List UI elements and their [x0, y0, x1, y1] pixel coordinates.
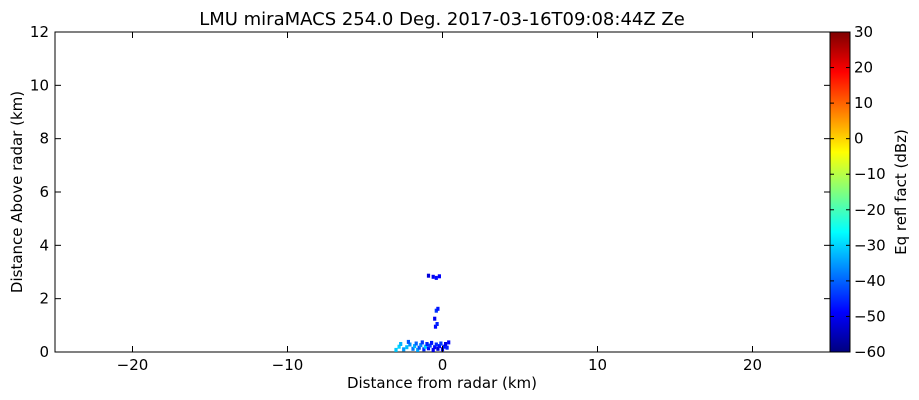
echo-cell	[413, 344, 417, 349]
echo-cell	[408, 342, 412, 347]
colorbar-tick-label: −40	[854, 272, 886, 290]
echo-cell	[442, 344, 446, 349]
echo-cell	[426, 273, 431, 278]
y-tick-label: 6	[39, 183, 49, 201]
colorbar-tick-label: 10	[854, 94, 873, 112]
echo-cell	[397, 344, 401, 349]
echo-cell	[426, 346, 431, 351]
y-tick-label: 2	[39, 290, 49, 308]
echo-cell	[399, 342, 403, 346]
echo-cell	[445, 345, 449, 350]
echo-cell	[414, 341, 418, 346]
echo-cell	[416, 347, 420, 352]
echo-cell	[434, 275, 438, 280]
x-tick-label: 0	[438, 356, 448, 374]
echo-cell	[419, 343, 423, 348]
echo-cell	[433, 316, 437, 321]
echo-layer	[394, 273, 451, 352]
colorbar-ticks: −60 −50 −40 −30 −20 −10 0 10 20 30	[830, 23, 886, 361]
echo-cell	[433, 345, 437, 350]
colorbar: −60 −50 −40 −30 −20 −10 0 10 20 30	[829, 23, 886, 361]
y-tick-label: 0	[39, 343, 49, 361]
colorbar-tick-label: 20	[854, 59, 873, 77]
x-tick-label: −10	[272, 356, 304, 374]
colorbar-tick-label: −20	[854, 201, 886, 219]
x-tick-label: 20	[743, 356, 762, 374]
echo-cell	[425, 342, 429, 346]
echo-cell	[431, 347, 435, 352]
echo-cell	[411, 346, 415, 351]
chart-title: LMU miraMACS 254.0 Deg. 2017-03-16T09:08…	[199, 9, 685, 30]
echo-cell	[436, 346, 440, 351]
x-tick-label: 10	[588, 356, 607, 374]
colorbar-tick-label: 0	[854, 130, 864, 148]
y-tick-label: 12	[30, 23, 49, 41]
y-tick-label: 8	[39, 130, 49, 148]
echo-cell	[436, 306, 440, 311]
echo-cell	[402, 347, 406, 352]
y-axis-label: Distance Above radar (km)	[8, 91, 26, 293]
echo-cell	[417, 345, 421, 350]
plot-area: −20 −10 0 10 20 0 2 4 6 8 10 12	[30, 23, 831, 374]
echo-cell	[422, 347, 426, 352]
y-axis-ticks: 0 2 4 6 8 10 12	[30, 23, 830, 361]
x-axis-label: Distance from radar (km)	[347, 374, 537, 392]
echo-cell	[428, 343, 432, 348]
colorbar-label: Eq refl fact (dBz)	[892, 129, 910, 255]
echo-cell	[435, 322, 439, 326]
echo-cell	[405, 345, 409, 350]
colorbar-tick-label: −60	[854, 343, 886, 361]
plot-frame	[54, 31, 831, 353]
y-tick-label: 4	[39, 236, 49, 254]
echo-cell	[439, 341, 443, 346]
y-tick-label: 10	[30, 76, 49, 94]
echo-cell	[406, 339, 410, 344]
echo-cell	[420, 340, 424, 345]
echo-cell	[444, 342, 448, 346]
echo-cell	[394, 347, 398, 352]
x-tick-label: −20	[117, 356, 149, 374]
echo-cell	[431, 274, 435, 279]
echo-cell	[423, 344, 427, 349]
colorbar-tick-label: −30	[854, 236, 886, 254]
echo-cell	[437, 344, 441, 349]
colorbar-tick-label: −50	[854, 307, 886, 325]
colorbar-gradient	[829, 31, 851, 353]
x-axis-ticks: −20 −10 0 10 20	[117, 32, 762, 374]
echo-cell	[430, 340, 434, 345]
echo-cell	[447, 340, 451, 345]
echo-cell	[434, 342, 438, 347]
colorbar-tick-label: −10	[854, 165, 886, 183]
echo-cell	[433, 324, 438, 329]
colorbar-tick-label: 30	[854, 23, 873, 41]
echo-cell	[437, 274, 441, 279]
